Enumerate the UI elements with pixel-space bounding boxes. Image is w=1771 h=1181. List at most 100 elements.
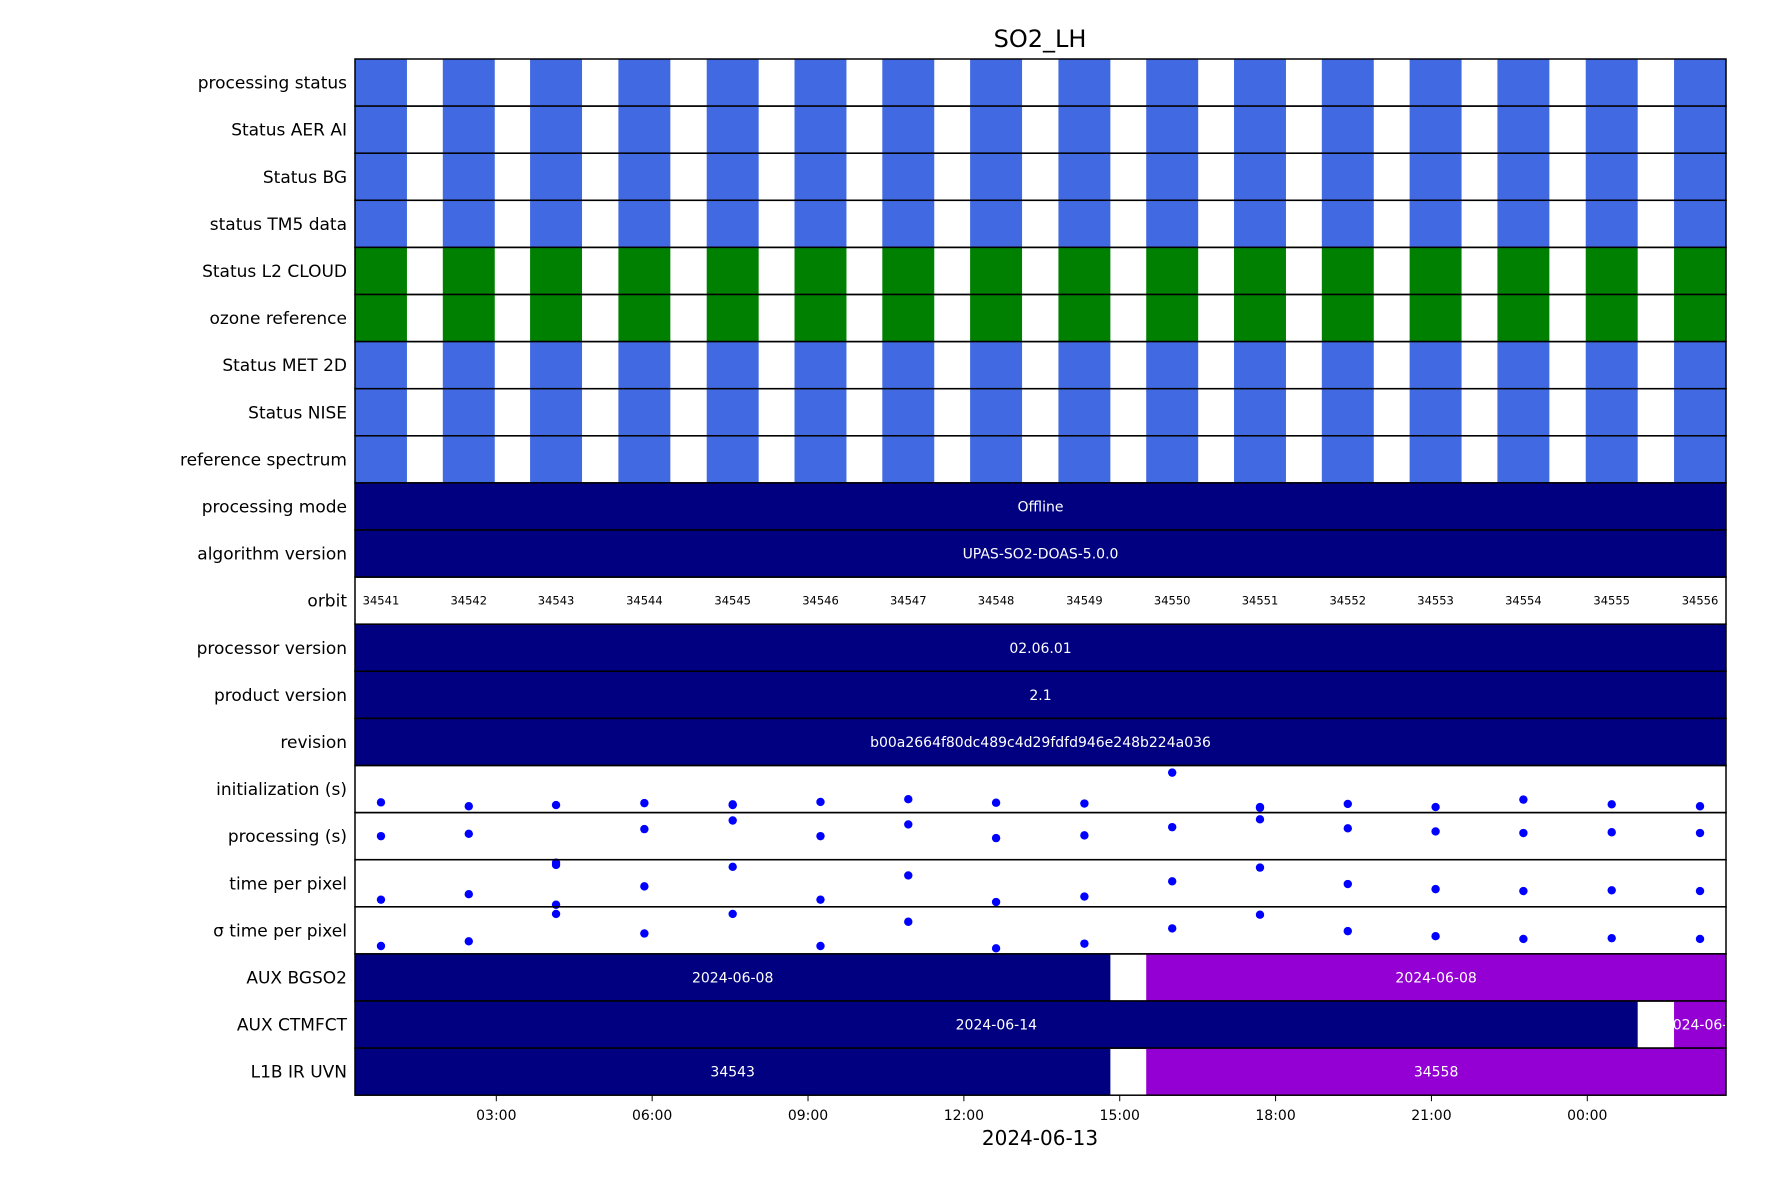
row-16: processing (s) [228, 811, 1727, 867]
orbit-block [1585, 341, 1638, 389]
row-6: Status MET 2D [222, 340, 1727, 390]
orbit-block [442, 59, 495, 107]
row-4: Status L2 CLOUD [202, 246, 1727, 296]
orbit-block [530, 106, 583, 154]
orbit-block [706, 106, 759, 154]
segment-bar [355, 718, 1726, 766]
scatter-point [904, 871, 913, 880]
x-axis: 03:00 06:00 09:00 12:00 15:00 18:00 21:00 00:00 [476, 1095, 1607, 1124]
segment-label: 2024-06-08 [1395, 970, 1476, 986]
orbit-block [1409, 153, 1462, 201]
segment-bar [355, 671, 1726, 719]
scatter-point [551, 800, 561, 810]
orbit-block [1146, 59, 1199, 107]
orbit-block [882, 59, 935, 107]
scatter-point [1431, 884, 1440, 894]
scatter-point [1519, 828, 1528, 838]
scatter-point [464, 829, 473, 839]
scatter-point [1431, 827, 1440, 836]
row-20: AUX CTMFCT 2024-06-14 2024-06-1 [237, 1000, 1736, 1049]
segment-label: 02.06.01 [1009, 641, 1071, 657]
orbit-block [1058, 106, 1111, 154]
x-axis-label: 2024-06-13 [982, 1126, 1098, 1150]
orbit-block [530, 294, 583, 342]
orbit-block [1585, 294, 1638, 342]
orbit-number: 34542 [450, 594, 487, 608]
x-tick-label: 06:00 [632, 1108, 672, 1124]
x-tick-label: 21:00 [1411, 1108, 1451, 1124]
orbit-block [1146, 200, 1199, 248]
segment-label: 34543 [710, 1065, 755, 1081]
orbit-block [970, 153, 1023, 201]
orbit-number: 34543 [538, 594, 575, 608]
scatter-point [904, 795, 913, 804]
orbit-block [1409, 294, 1462, 342]
orbit-block [1234, 59, 1286, 107]
orbit-block [706, 388, 759, 436]
orbit-block [355, 59, 407, 107]
orbit-block [530, 247, 583, 295]
orbit-block [706, 341, 759, 389]
segment-bar [355, 1001, 1638, 1049]
orbit-block [618, 200, 671, 248]
row-border [354, 858, 1727, 908]
scatter-point [640, 824, 649, 834]
orbit-block [706, 435, 759, 483]
orbit-block [1321, 200, 1374, 248]
scatter-point [551, 860, 561, 870]
row-0: processing status [198, 58, 1727, 107]
scatter-point [1607, 933, 1616, 943]
orbit-block [355, 294, 407, 342]
scatter-point [728, 800, 737, 810]
scatter-point [640, 882, 649, 891]
orbit-block [355, 247, 407, 295]
scatter-point [1343, 879, 1352, 889]
row-label: processing (s) [228, 827, 347, 847]
orbit-block [530, 200, 583, 248]
scatter-point [551, 909, 561, 919]
orbit-block [1585, 200, 1638, 248]
orbit-block [706, 153, 759, 201]
orbit-block [530, 388, 583, 436]
scatter-point [1519, 934, 1528, 944]
scatter-point [1343, 799, 1352, 809]
orbit-block [1058, 388, 1111, 436]
row-15: initialization (s) [216, 764, 1727, 814]
row-label: status TM5 data [210, 215, 347, 235]
row-border [354, 811, 1727, 861]
orbit-block [1585, 435, 1638, 483]
scatter-point [904, 917, 913, 926]
x-tick-label: 18:00 [1255, 1108, 1295, 1124]
orbit-block [442, 200, 495, 248]
scatter-point [1431, 932, 1440, 941]
orbit-number: 34548 [978, 594, 1015, 608]
orbit-block [882, 106, 935, 154]
orbit-block [442, 106, 495, 154]
row-label: initialization (s) [216, 780, 347, 800]
scatter-point [376, 831, 386, 841]
row-5: ozone reference [209, 293, 1727, 343]
orbit-block [970, 200, 1023, 248]
segment-label: 2024-06-1 [1664, 1018, 1736, 1034]
segment-label: 2.1 [1029, 688, 1051, 704]
scatter-point [991, 944, 1001, 953]
row-label: algorithm version [197, 545, 347, 565]
orbit-block [794, 388, 847, 436]
row-label: Status MET 2D [222, 356, 347, 376]
orbit-block [1234, 247, 1286, 295]
segment-label: 34558 [1414, 1065, 1459, 1081]
row-14: revision b00a2664f80dc489c4d29fdfd946e248… [280, 717, 1727, 767]
orbit-block [1321, 294, 1374, 342]
row-12: processor version 02.06.01 [197, 623, 1727, 673]
orbit-block [794, 200, 847, 248]
orbit-block [1234, 106, 1286, 154]
orbit-block [1497, 153, 1550, 201]
row-1: Status AER AI [231, 105, 1727, 154]
orbit-block [442, 247, 495, 295]
orbit-number: 34541 [363, 594, 400, 608]
orbit-block [442, 435, 495, 483]
row-border [354, 764, 1727, 814]
orbit-block [1674, 153, 1726, 201]
orbit-block [1058, 294, 1111, 342]
segment-bar [1674, 1001, 1726, 1049]
